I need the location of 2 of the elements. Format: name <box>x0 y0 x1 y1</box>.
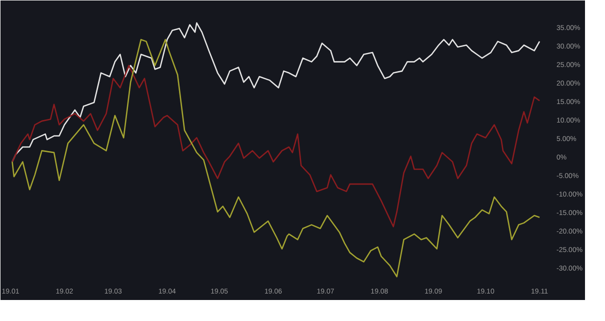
line-series <box>12 38 540 278</box>
line-series <box>12 64 540 228</box>
